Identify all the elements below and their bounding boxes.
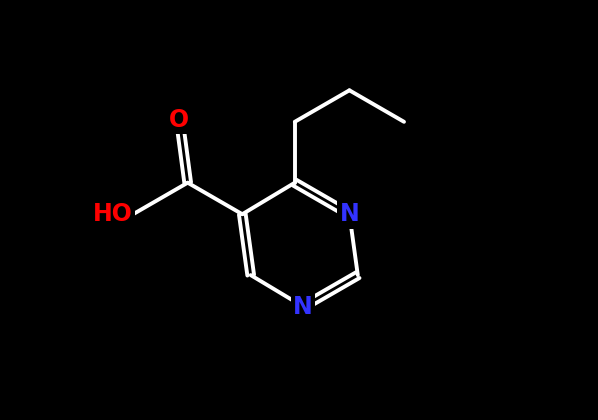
Text: HO: HO — [93, 202, 133, 226]
Text: O: O — [169, 108, 190, 132]
Text: N: N — [340, 202, 359, 226]
Text: N: N — [294, 294, 313, 319]
